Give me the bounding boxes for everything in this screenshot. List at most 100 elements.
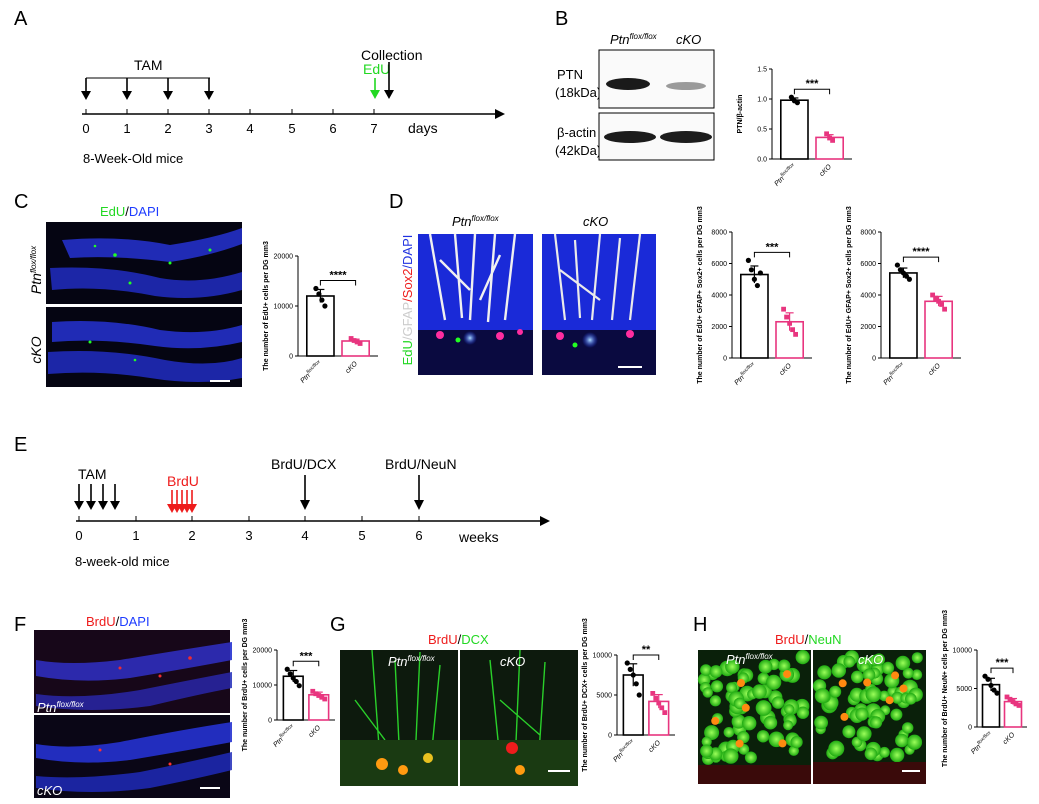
data-point (788, 94, 795, 100)
brdu-arrows (167, 490, 197, 513)
row-label-c-control: Ptnflox/flox (28, 245, 44, 294)
x-tick-label: cKO (818, 163, 833, 178)
panel-label-a: A (14, 8, 28, 30)
bar-control (888, 272, 918, 359)
data-point (1016, 703, 1022, 708)
bar-control (282, 675, 304, 721)
mice-label-e: 8-week-old mice (75, 554, 170, 569)
chart-g: 0 5000 10000 The number of BrdU+ DCX+ cells… (582, 618, 675, 772)
data-point (988, 682, 994, 689)
data-point (319, 694, 325, 700)
ptn-band-cko (666, 82, 706, 90)
panel-label-f: F (14, 614, 26, 636)
day-tick-label: 6 (329, 121, 336, 136)
panel-d: D Ptnflox/flox cKO EdU/GFAP/Sox2/DAPI (389, 191, 656, 375)
x-tick-label: Ptnflox/flox (271, 723, 297, 749)
tam-arrows (81, 78, 214, 100)
panel-c: C EdU/DAPI Ptnflox/flox cKO (14, 191, 242, 387)
wb-row-ptn-sub: (18kDa) (555, 85, 601, 100)
g-label-cko: cKO (500, 654, 525, 669)
tam-arrow-e-head (98, 501, 108, 510)
ptn-band-control (606, 78, 650, 90)
y-tick-label: 6000 (711, 261, 727, 268)
y-tick-label: 0 (289, 354, 293, 361)
chart-c: 0 10000 20000 The number of EdU+ cells per … (263, 241, 378, 385)
brdu-label-e: BrdU (167, 473, 199, 489)
significance-bracket (793, 88, 831, 95)
panel-label-e: E (14, 434, 27, 456)
data-point (936, 298, 941, 304)
data-point (627, 666, 633, 673)
data-point (787, 320, 792, 326)
week-tick-label: 0 (75, 528, 82, 543)
data-point (310, 688, 316, 694)
data-point (630, 672, 636, 678)
x-tick-label: cKO (778, 362, 793, 377)
week-tick-label: 6 (415, 528, 422, 543)
days-unit: days (408, 120, 438, 136)
significance-label: *** (806, 78, 820, 90)
chart-b: 0.0 0.5 1.0 1.5 PTN/β-actin Ptnflox/flox cKO **… (737, 67, 852, 188)
tam-arrow-e-head (110, 501, 120, 510)
neun-arrow-head (414, 500, 424, 510)
significance-bracket (292, 660, 320, 667)
panel-b: B Ptnflox/flox cKO PTN (18kDa) β-actin (… (555, 8, 715, 161)
week-tick-label: 2 (188, 528, 195, 543)
data-point (933, 295, 938, 301)
data-point (830, 138, 835, 143)
data-point (624, 660, 630, 666)
data-point (939, 302, 944, 307)
y-tick-label: 1.0 (757, 97, 767, 104)
data-point (354, 339, 360, 345)
data-point (930, 292, 935, 298)
x-tick-label: cKO (1002, 731, 1017, 746)
week-ticks: 0 1 2 3 4 5 6 (75, 516, 423, 543)
y-axis-label: The number of EdU+ GFAP+ Sox2+ cells per… (846, 206, 853, 384)
d-col-cko: cKO (583, 214, 608, 229)
panel-label-d: D (389, 191, 403, 213)
chart-d1: 0 2000 4000 6000 8000 The number of EdU+ GFAP… (697, 206, 812, 387)
y-tick-label: 5000 (596, 693, 612, 700)
data-point (824, 131, 829, 137)
data-point (319, 297, 325, 303)
h-label-control: Ptnflox/flox (726, 652, 774, 667)
data-point (348, 336, 354, 341)
data-point (781, 306, 786, 312)
neun-timepoint-label: BrdU/NeuN (385, 456, 457, 472)
bar-cko (924, 300, 954, 359)
stain-label-h: BrdU/NeuN (775, 632, 842, 647)
panel-label-b: B (555, 8, 568, 30)
day-tick-label: 7 (370, 121, 377, 136)
significance-label: *** (996, 657, 1010, 669)
y-tick-label: 4000 (711, 293, 727, 300)
x-tick-label: cKO (344, 360, 359, 375)
significance-label: **** (329, 270, 347, 282)
data-point (827, 135, 832, 141)
panel-label-c: C (14, 191, 28, 213)
data-point (1004, 694, 1010, 700)
data-point (284, 666, 290, 672)
row-label-c-cko: cKO (28, 336, 44, 363)
actin-band-cko (660, 131, 712, 143)
data-point (906, 276, 913, 282)
significance-bracket (990, 667, 1014, 674)
bar-control (779, 99, 809, 160)
y-tick-label: 0.0 (757, 157, 767, 164)
significance-label: **** (912, 246, 930, 258)
data-point (662, 710, 668, 715)
edu-arrow-head (370, 90, 380, 99)
data-point (994, 690, 1000, 696)
y-tick-label: 1.5 (757, 67, 767, 74)
data-point (636, 692, 642, 698)
data-point (351, 338, 357, 343)
data-point (751, 276, 758, 282)
image-g-control (340, 649, 458, 786)
data-point (313, 691, 319, 697)
x-tick-label: Ptnflox/flox (298, 359, 324, 385)
x-tick-label: cKO (308, 724, 323, 739)
image-f-control (34, 630, 232, 713)
tam-arrow-head (163, 91, 173, 100)
y-tick-label: 2000 (860, 324, 876, 331)
week-tick-label: 4 (301, 528, 308, 543)
